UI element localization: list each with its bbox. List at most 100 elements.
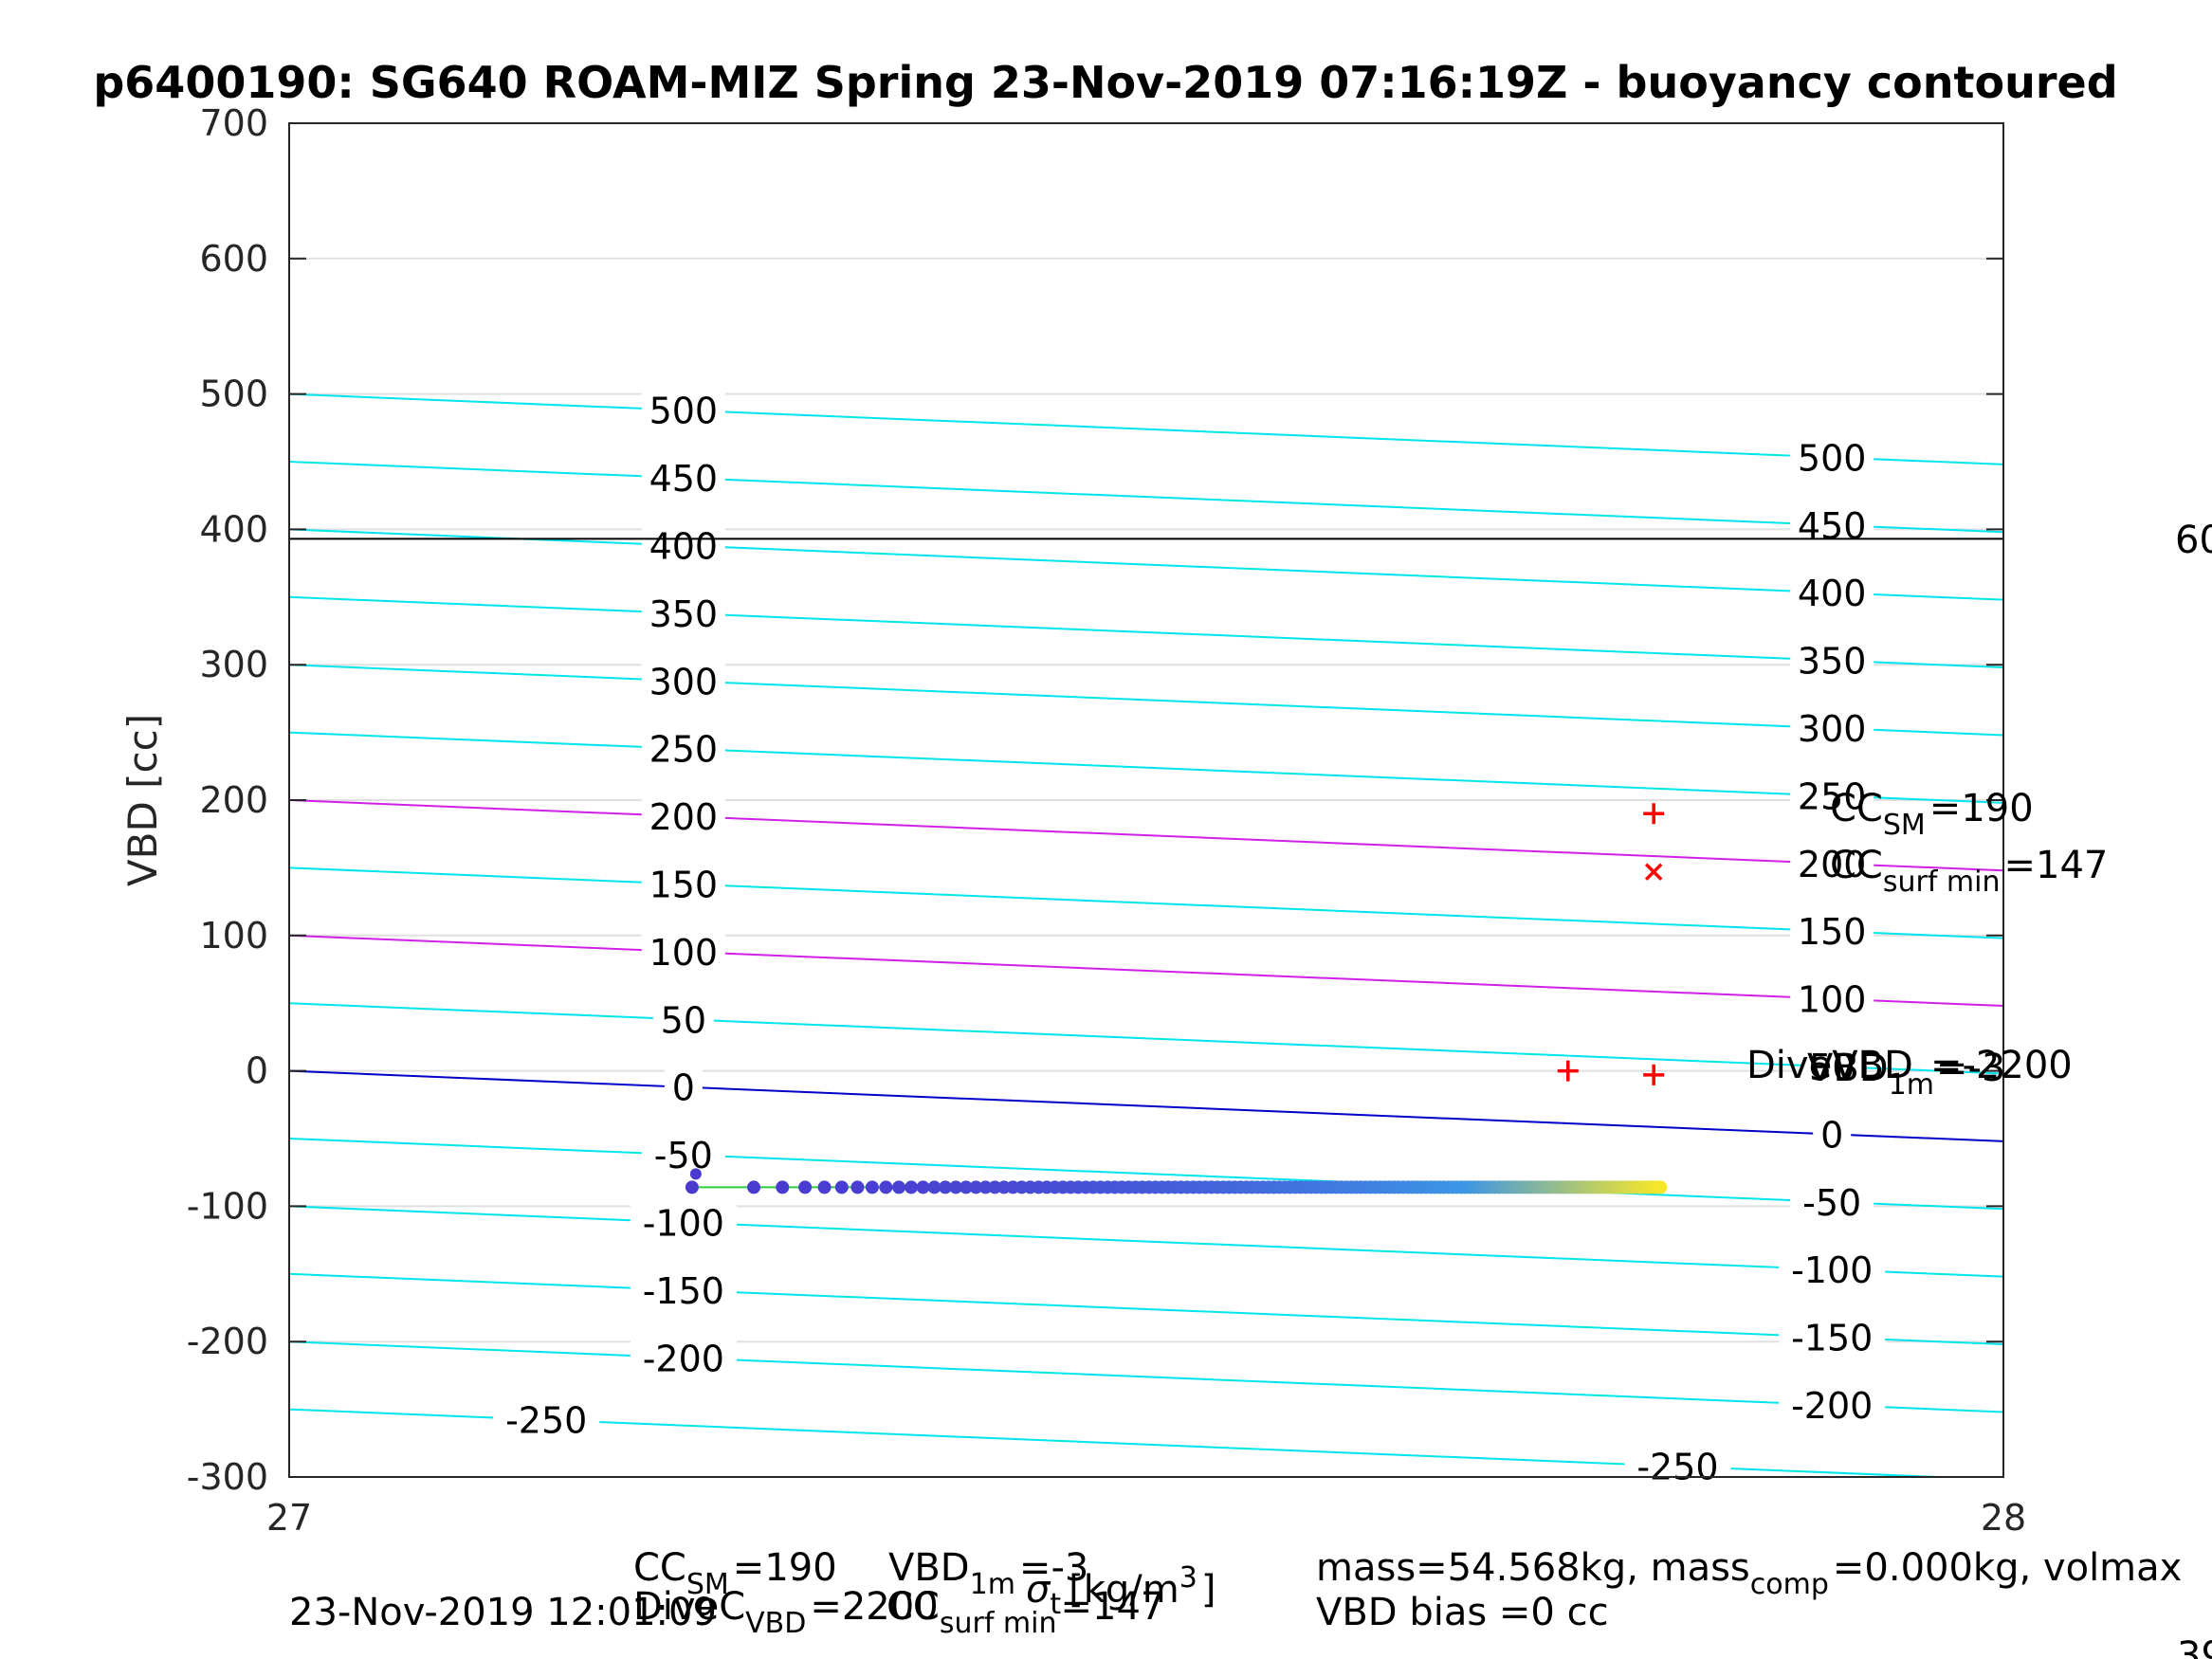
y-tick-label: 600 bbox=[199, 238, 268, 280]
contour-label-bg bbox=[664, 1064, 703, 1108]
contour-label-bg bbox=[641, 861, 725, 905]
y-tick-label: 400 bbox=[199, 508, 268, 550]
contour-line bbox=[288, 1002, 2004, 1075]
observation-point bbox=[798, 1180, 813, 1194]
plus-marker bbox=[1643, 803, 1665, 825]
observation-point bbox=[689, 1168, 702, 1180]
contour-label: -150 bbox=[1791, 1318, 1873, 1359]
buoyancy-contours bbox=[288, 392, 2004, 1478]
observation-point bbox=[927, 1180, 941, 1194]
observation-point bbox=[916, 1180, 930, 1194]
contour-label-bg bbox=[641, 793, 725, 838]
contour-label-bg bbox=[1790, 908, 1874, 953]
footer-cc-surf-min: CCsurf min =147 bbox=[887, 1585, 1164, 1640]
contour-line bbox=[288, 1272, 2004, 1346]
x-tick-label: 28 bbox=[1981, 1497, 2026, 1539]
contour-label: 500 bbox=[1798, 437, 1867, 479]
contour-line bbox=[288, 1069, 2004, 1142]
contour-label-bg bbox=[1790, 773, 1874, 817]
contour-label: 100 bbox=[1798, 979, 1867, 1021]
dive-vbd-value: =-2200 bbox=[1930, 1044, 2073, 1087]
y-tick-label: 500 bbox=[199, 374, 268, 415]
contour-label-bg bbox=[1624, 1443, 1731, 1487]
contour-label: -250 bbox=[505, 1400, 587, 1442]
vbd1m-annotation: VBD1m=-3 bbox=[1807, 1047, 2005, 1102]
contour-label-bg bbox=[1779, 1247, 1886, 1291]
contour-line bbox=[288, 528, 2004, 601]
x-marker bbox=[1644, 863, 1663, 881]
contour-label: -100 bbox=[643, 1202, 724, 1244]
contour-label-bg bbox=[652, 996, 714, 1041]
y-tick-label: 300 bbox=[199, 644, 268, 685]
contour-line bbox=[288, 1340, 2004, 1413]
contour-label: 300 bbox=[1798, 708, 1867, 750]
contour-label-bg bbox=[630, 1199, 737, 1244]
observation-point bbox=[817, 1180, 832, 1194]
contour-label-bg bbox=[493, 1396, 600, 1441]
contour-label: 350 bbox=[1798, 641, 1867, 683]
contour-line bbox=[288, 664, 2004, 737]
contour-label-bg bbox=[630, 1335, 737, 1379]
contour-label-bg bbox=[641, 522, 725, 567]
contour-label-bg bbox=[1779, 1382, 1886, 1427]
contour-label: 150 bbox=[649, 864, 719, 905]
contour-line bbox=[288, 866, 2004, 939]
observation-point bbox=[865, 1180, 879, 1194]
contour-label-bg bbox=[1790, 434, 1874, 479]
observation-point bbox=[747, 1180, 761, 1194]
contour-line bbox=[288, 799, 2004, 872]
observation-point bbox=[988, 1180, 1002, 1194]
contour-label-bg bbox=[1790, 840, 1874, 884]
contour-line bbox=[288, 731, 2004, 804]
plus-marker bbox=[1557, 1060, 1579, 1082]
footer-mass: mass=54.568kg, masscomp =0.000kg, volmax bbox=[1316, 1546, 2182, 1601]
footer-clipped-number: 39 bbox=[2177, 1634, 2212, 1659]
chart-title: p6400190: SG640 ROAM-MIZ Spring 23-Nov-2… bbox=[93, 57, 2117, 108]
contour-label-bg bbox=[1801, 1044, 1863, 1088]
plus-marker bbox=[1643, 1064, 1665, 1085]
contour-label-bg bbox=[1790, 1178, 1874, 1223]
contour-line bbox=[288, 595, 2004, 669]
y-tick-label: 700 bbox=[199, 102, 268, 144]
observation-point bbox=[685, 1180, 699, 1194]
footer-date: 23-Nov-2019 12:01:09 bbox=[289, 1591, 717, 1634]
contour-label: -50 bbox=[654, 1135, 713, 1176]
observation-point bbox=[978, 1180, 993, 1194]
contour-label: 150 bbox=[1798, 911, 1867, 953]
contour-label-bg bbox=[641, 928, 725, 973]
contour-label-bg bbox=[1790, 705, 1874, 750]
observation-point bbox=[938, 1180, 952, 1194]
observation-point bbox=[892, 1180, 906, 1194]
x-tick-label: 27 bbox=[266, 1497, 312, 1539]
footer-vbd-bias: VBD bias =0 cc bbox=[1316, 1591, 1609, 1634]
contour-label-bg bbox=[630, 1267, 737, 1311]
contour-label: 400 bbox=[649, 525, 719, 567]
observation-point bbox=[834, 1180, 849, 1194]
dive-vbd-annotation: DiveVBD bbox=[1746, 1044, 1913, 1087]
cc-sm-annotation: CCSM =190 bbox=[1830, 787, 2034, 842]
y-tick-label: 0 bbox=[246, 1050, 268, 1092]
contour-label-bg bbox=[641, 387, 725, 431]
contour-label: 200 bbox=[649, 796, 719, 838]
contour-line bbox=[288, 392, 2004, 465]
contour-line bbox=[288, 934, 2004, 1008]
contour-label: -250 bbox=[1636, 1447, 1718, 1488]
contour-label: -150 bbox=[643, 1270, 724, 1312]
contour-label: 450 bbox=[649, 458, 719, 500]
y-tick-label: 100 bbox=[199, 915, 268, 957]
y-tick-label: -200 bbox=[187, 1321, 268, 1362]
x-axis-label: σt [kg/m3] bbox=[1026, 1561, 1216, 1621]
contour-label: -50 bbox=[1802, 1182, 1861, 1224]
footer-vbd1m: VBD1m =-3 bbox=[888, 1546, 1088, 1601]
observation-point bbox=[969, 1180, 983, 1194]
observation-point bbox=[959, 1180, 973, 1194]
contour-line bbox=[288, 461, 2004, 534]
contour-line bbox=[288, 1205, 2004, 1278]
contour-label: 250 bbox=[649, 729, 719, 771]
observation-point bbox=[879, 1180, 893, 1194]
cc-surf-annotation: CCsurf min =147 bbox=[1830, 844, 2108, 899]
contour-label-bg bbox=[641, 455, 725, 500]
x-axis-ticks: 27 28 bbox=[266, 1460, 2026, 1539]
contour-label-bg bbox=[1790, 637, 1874, 682]
contour-label-bg bbox=[1779, 1314, 1886, 1358]
